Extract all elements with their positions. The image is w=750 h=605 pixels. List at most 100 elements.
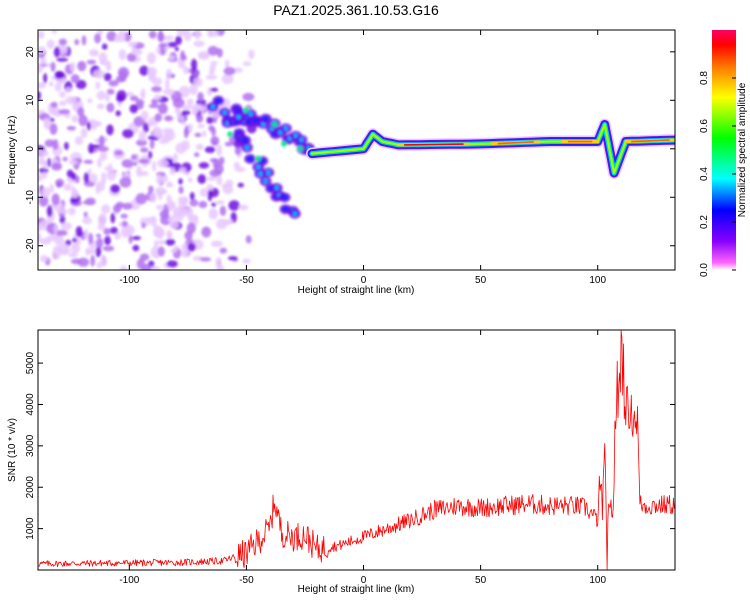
spectral-blob xyxy=(48,81,54,87)
spectral-blob xyxy=(149,139,155,150)
figure-title: PAZ1.2025.361.10.53.G16 xyxy=(273,2,439,18)
y-tick-label: -10 xyxy=(25,190,36,205)
spectral-blob xyxy=(224,141,234,147)
spectral-blob xyxy=(58,109,71,115)
spectral-blob xyxy=(130,154,138,161)
spectral-blob xyxy=(46,39,55,49)
spectral-blob xyxy=(141,263,152,270)
spectral-blob xyxy=(92,144,101,149)
y-tick-label: 4000 xyxy=(25,393,36,416)
spectral-blob xyxy=(83,211,88,218)
spectral-blob xyxy=(197,174,207,184)
spectral-blob xyxy=(58,100,67,107)
x-tick-label: 100 xyxy=(589,575,606,586)
spectral-blob xyxy=(173,245,179,251)
y-tick-label: -20 xyxy=(25,238,36,253)
spectral-blob xyxy=(81,35,87,46)
spectral-blob xyxy=(165,77,170,90)
spectral-blob xyxy=(96,261,103,269)
spectral-blob xyxy=(63,183,73,191)
spectral-blob xyxy=(206,116,214,124)
spectral-blob xyxy=(299,137,304,142)
spectral-blob xyxy=(151,98,158,105)
y-tick-label: 5000 xyxy=(25,352,36,375)
spectral-blob xyxy=(193,69,199,79)
colorbar-ticks: 0.0 0.2 0.4 0.6 0.8 xyxy=(699,71,736,277)
spectral-blob xyxy=(169,221,180,229)
spectral-blob xyxy=(96,103,105,110)
spectral-blob xyxy=(78,114,88,127)
spectral-blob xyxy=(50,61,56,72)
snr-x-ticks: -100 -50 0 50 100 xyxy=(119,330,606,586)
spectral-blob xyxy=(242,92,255,101)
spectral-blob xyxy=(69,61,76,72)
spectral-blob xyxy=(132,161,138,167)
spectral-blob xyxy=(88,232,94,245)
spectral-blob xyxy=(140,110,149,121)
spectral-blob xyxy=(172,152,178,163)
spectral-blob xyxy=(237,182,245,188)
spectral-blob xyxy=(38,222,43,233)
spectral-blob xyxy=(246,155,255,162)
spectrogram-y-ticks: -20 -10 0 10 20 xyxy=(25,46,675,253)
spectral-blob xyxy=(243,107,250,113)
spectral-blob xyxy=(219,247,228,254)
colorbar-tick-label: 0.2 xyxy=(699,215,710,229)
snr-y-ticks: 1000 2000 3000 4000 5000 xyxy=(25,352,675,540)
spectral-blob xyxy=(182,207,194,217)
spectral-blob xyxy=(222,185,234,195)
spectral-blob xyxy=(148,30,157,39)
spectral-blob xyxy=(148,66,158,77)
spectral-blob xyxy=(38,46,46,54)
spectral-blob xyxy=(140,88,146,100)
spectral-blob xyxy=(53,46,61,58)
y-tick-label: 1000 xyxy=(25,517,36,540)
spectral-blob xyxy=(99,60,112,66)
spectral-blob xyxy=(103,228,111,235)
spectral-blob xyxy=(75,226,83,238)
spectral-blob xyxy=(157,246,165,257)
spectral-blob xyxy=(41,171,48,179)
spectral-blob xyxy=(205,74,218,80)
spectral-blob xyxy=(40,187,51,198)
ridge-peak xyxy=(497,141,534,145)
spectral-blob xyxy=(51,193,60,206)
spectral-blob xyxy=(129,104,139,114)
x-tick-label: 0 xyxy=(361,575,367,586)
spectral-blob xyxy=(98,135,105,148)
x-tick-label: -100 xyxy=(119,575,139,586)
spectral-blob xyxy=(280,140,287,147)
spectral-blob xyxy=(132,244,140,252)
spectral-blob xyxy=(77,106,85,117)
spectral-blob xyxy=(138,130,147,142)
spectral-blob xyxy=(106,124,114,136)
spectral-blob xyxy=(162,127,175,135)
spectral-blob xyxy=(199,188,209,197)
spectral-blob xyxy=(101,43,108,50)
spectral-blob xyxy=(160,134,172,143)
spectral-blob xyxy=(104,166,110,171)
spectral-blob xyxy=(204,146,216,154)
spectral-blob xyxy=(193,152,200,158)
spectral-blob xyxy=(65,96,77,105)
spectral-blob xyxy=(71,186,77,197)
spectral-blob xyxy=(62,156,68,162)
spectral-blob xyxy=(103,72,112,82)
spectral-blob xyxy=(114,150,124,156)
spectral-blob xyxy=(245,145,250,150)
spectral-blob xyxy=(197,123,205,129)
spectral-blob xyxy=(38,195,49,207)
spectral-blob xyxy=(157,158,169,168)
spectral-blob xyxy=(271,121,278,128)
spectral-blob xyxy=(198,162,210,169)
y-tick-label: 2000 xyxy=(25,476,36,499)
spectral-blob xyxy=(142,122,149,133)
spectral-blob xyxy=(86,121,91,131)
spectral-blob xyxy=(126,225,135,236)
colorbar-tick-label: 0.0 xyxy=(699,263,710,277)
spectral-blob xyxy=(138,158,150,164)
spectral-blob xyxy=(118,49,127,60)
spectral-blob xyxy=(86,59,97,65)
spectrogram-x-label: Height of straight line (km) xyxy=(298,285,415,296)
